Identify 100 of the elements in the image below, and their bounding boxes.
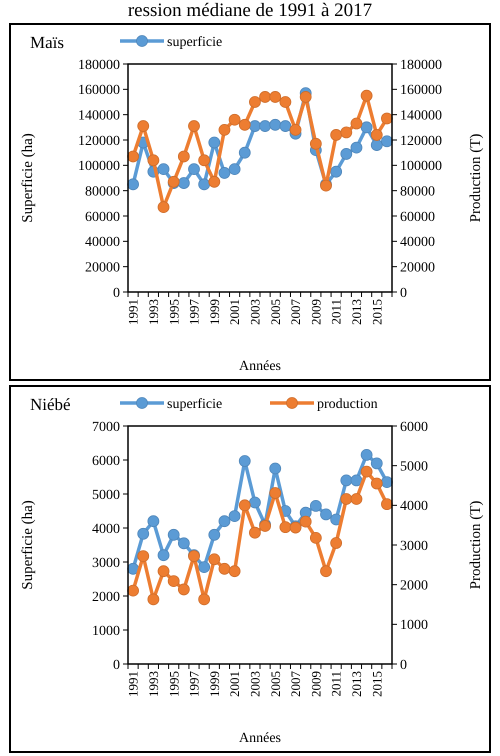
point bbox=[330, 166, 342, 178]
point bbox=[310, 500, 322, 512]
y-tick-label: 0 bbox=[113, 286, 120, 301]
point bbox=[158, 565, 170, 578]
y2-tick-label: 80000 bbox=[400, 184, 435, 200]
point bbox=[330, 129, 342, 141]
point bbox=[269, 462, 282, 474]
point bbox=[320, 565, 332, 578]
point bbox=[178, 150, 190, 162]
point bbox=[370, 129, 383, 141]
point bbox=[249, 526, 261, 539]
point bbox=[208, 176, 220, 188]
point bbox=[340, 126, 352, 138]
point bbox=[208, 136, 220, 148]
y-tick-label: 4000 bbox=[92, 522, 120, 537]
point bbox=[228, 114, 241, 126]
point bbox=[147, 154, 160, 166]
x-tick-label: 1991 bbox=[126, 299, 141, 325]
x-tick-label: 2011 bbox=[328, 299, 344, 325]
x-axis-title: Années bbox=[239, 359, 281, 374]
point bbox=[330, 537, 342, 549]
x-tick-label: 2003 bbox=[247, 671, 262, 697]
point bbox=[168, 528, 180, 541]
point bbox=[238, 455, 251, 467]
y-tick-label: 80000 bbox=[85, 184, 120, 200]
point bbox=[147, 515, 160, 528]
y2-tick-label: 0 bbox=[400, 658, 407, 673]
y-axis-title: Superficie (ha) bbox=[20, 500, 36, 590]
y-tick-label: 40000 bbox=[85, 235, 120, 250]
y-tick-label: 160000 bbox=[78, 83, 120, 98]
y-tick-label: 20000 bbox=[85, 260, 120, 276]
point bbox=[218, 167, 230, 179]
point bbox=[259, 120, 271, 132]
x-tick-label: 1997 bbox=[186, 298, 202, 325]
y-tick-label: 6000 bbox=[92, 454, 120, 469]
point bbox=[340, 493, 352, 505]
y-axis-title: Superficie (ha) bbox=[20, 133, 36, 223]
x-tick-label: 2011 bbox=[328, 671, 344, 697]
point bbox=[340, 148, 352, 160]
point bbox=[137, 120, 150, 132]
point bbox=[381, 112, 393, 124]
y2-tick-label: 1000 bbox=[400, 618, 428, 634]
point bbox=[218, 124, 230, 136]
x-tick-label: 2015 bbox=[369, 299, 384, 325]
y2-tick-label: 4000 bbox=[400, 499, 428, 514]
point bbox=[350, 493, 362, 505]
point bbox=[310, 138, 322, 150]
y2-tick-label: 140000 bbox=[400, 108, 442, 124]
point bbox=[208, 528, 220, 541]
x-axis-title: Années bbox=[239, 731, 281, 746]
y2-tick-label: 20000 bbox=[400, 260, 435, 276]
legend-label: production bbox=[317, 397, 378, 412]
point bbox=[158, 201, 170, 214]
point bbox=[300, 91, 312, 103]
x-tick-label: 1999 bbox=[206, 671, 222, 697]
y2-tick-label: 5000 bbox=[400, 460, 428, 475]
x-tick-label: 2015 bbox=[369, 671, 384, 697]
y2-tick-label: 180000 bbox=[400, 58, 442, 73]
x-tick-label: 2013 bbox=[349, 299, 364, 325]
point bbox=[249, 96, 261, 108]
point bbox=[350, 118, 362, 130]
point bbox=[381, 498, 393, 510]
point bbox=[228, 163, 241, 176]
point bbox=[127, 150, 139, 162]
x-tick-label: 2005 bbox=[268, 299, 283, 325]
point bbox=[360, 466, 373, 478]
y-tick-label: 3000 bbox=[92, 556, 120, 571]
point bbox=[279, 96, 292, 108]
x-tick-label: 1995 bbox=[166, 671, 182, 697]
point bbox=[238, 146, 251, 159]
y-tick-label: 0 bbox=[113, 658, 120, 673]
x-tick-label: 1997 bbox=[186, 670, 202, 697]
legend-label: superficie bbox=[167, 35, 222, 50]
point bbox=[137, 550, 150, 562]
point bbox=[208, 553, 220, 566]
point bbox=[178, 584, 190, 596]
y-tick-label: 100000 bbox=[78, 159, 120, 174]
point bbox=[137, 528, 150, 540]
point bbox=[158, 549, 170, 562]
point bbox=[340, 474, 352, 486]
y2-axis-title: Production (T) bbox=[468, 500, 484, 590]
point bbox=[127, 178, 139, 190]
point bbox=[360, 449, 373, 461]
point bbox=[269, 118, 282, 131]
x-tick-label: 2007 bbox=[288, 670, 304, 697]
point bbox=[228, 510, 241, 522]
point bbox=[320, 508, 332, 520]
x-tick-label: 1993 bbox=[146, 299, 161, 325]
point bbox=[198, 154, 210, 166]
point bbox=[370, 478, 383, 490]
point bbox=[381, 135, 393, 148]
x-tick-label: 1999 bbox=[206, 299, 222, 325]
point bbox=[188, 120, 200, 132]
x-tick-label: 1991 bbox=[126, 671, 141, 697]
y2-tick-label: 120000 bbox=[400, 134, 442, 149]
y-tick-label: 120000 bbox=[78, 134, 120, 149]
point bbox=[218, 562, 230, 575]
y-tick-label: 5000 bbox=[92, 488, 120, 503]
y-tick-label: 60000 bbox=[85, 210, 120, 225]
x-tick-label: 2007 bbox=[288, 298, 304, 325]
